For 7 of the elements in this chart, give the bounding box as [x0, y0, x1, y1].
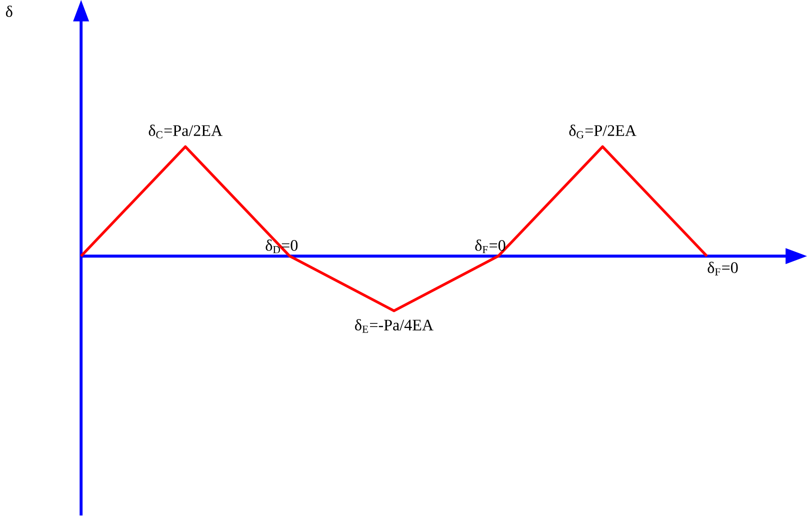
annotation: δ$_{G}$=P/2EA: [569, 124, 636, 138]
annotation: δ$_{F}$=0: [475, 240, 506, 254]
annotation: δ$_{D}$=0: [266, 240, 298, 254]
annotation: δ$_{C}$=Pa/2EA: [148, 124, 222, 138]
annotation: δ$_{E}$=-Pa/4EA: [355, 319, 434, 333]
text: δ: [6, 6, 12, 17]
annotation: δ$_{F}$=0: [708, 262, 738, 276]
